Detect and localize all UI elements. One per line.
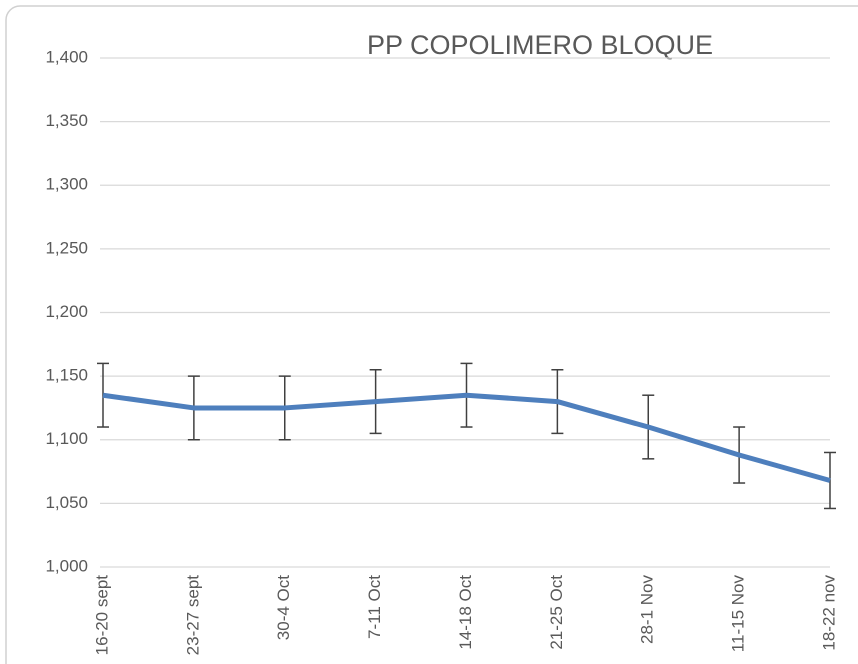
y-tick-label: 1,150 bbox=[45, 366, 88, 385]
y-tick-label: 1,100 bbox=[45, 429, 88, 448]
y-tick-label: 1,050 bbox=[45, 493, 88, 512]
x-tick-label: 21-25 Oct bbox=[547, 575, 566, 650]
x-tick-label: 30-4 Oct bbox=[274, 575, 293, 640]
chart-title: PP COPOLIMERO BLOQUE bbox=[367, 30, 713, 60]
y-tick-label: 1,400 bbox=[45, 47, 88, 66]
data-line bbox=[102, 392, 831, 483]
x-tick-label: 28-1 Nov bbox=[638, 575, 657, 644]
x-tick-label: 11-15 Nov bbox=[729, 575, 748, 653]
y-tick-label: 1,300 bbox=[45, 175, 88, 194]
x-tick-label: 16-20 sept bbox=[92, 575, 111, 656]
y-tick-label: 1,200 bbox=[45, 302, 88, 321]
x-tick-label: 18-22 nov bbox=[819, 575, 838, 651]
chart-frame bbox=[5, 5, 858, 664]
x-tick-label: 14-18 Oct bbox=[456, 575, 475, 650]
y-tick-label: 1,000 bbox=[45, 556, 88, 575]
y-tick-label: 1,250 bbox=[45, 238, 88, 257]
x-tick-label: 23-27 sept bbox=[183, 575, 202, 656]
x-tick-label: 7-11 Oct bbox=[365, 575, 384, 639]
y-tick-label: 1,350 bbox=[45, 111, 88, 130]
